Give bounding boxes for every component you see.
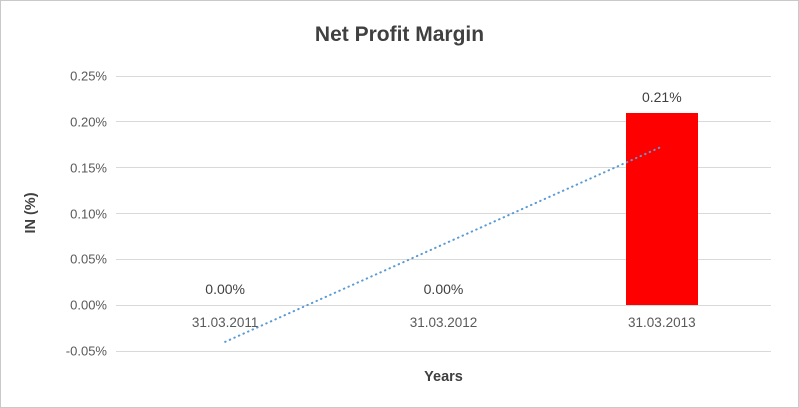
x-tick-label: 31.03.2011 [191,315,259,331]
bar-data-label: 0.21% [641,88,682,105]
gridline [116,304,771,306]
y-tick-label: 0.25% [70,68,107,84]
bar-data-label: 0.00% [423,281,464,298]
gridline [116,75,771,77]
plot-area: 0.25% 0.20% 0.15% 0.10% 0.05% 0.00% -0.05% 0.00… [66,69,771,359]
y-tick-label: -0.05% [65,343,107,359]
y-tick-label: 0.20% [70,114,107,130]
gridline [116,167,771,169]
gridline [116,213,771,214]
y-tick-label: 0.10% [70,206,107,221]
x-tick-label: 31.03.2012 [409,315,478,331]
trendline [224,145,663,343]
y-tick-label: 0.00% [70,297,107,313]
y-tick-label: 0.05% [70,251,107,267]
bar [625,112,698,306]
y-axis-title: IN (%) [23,192,39,234]
x-axis-title: Years [424,369,463,385]
gridline [116,121,771,123]
gridline [116,350,771,352]
bar-data-label: 0.00% [205,281,245,298]
gridline [116,258,771,260]
x-tick-label: 31.03.2013 [628,315,696,331]
y-tick-label: 0.15% [70,160,107,176]
chart-title: Net Profit Margin [314,23,485,46]
